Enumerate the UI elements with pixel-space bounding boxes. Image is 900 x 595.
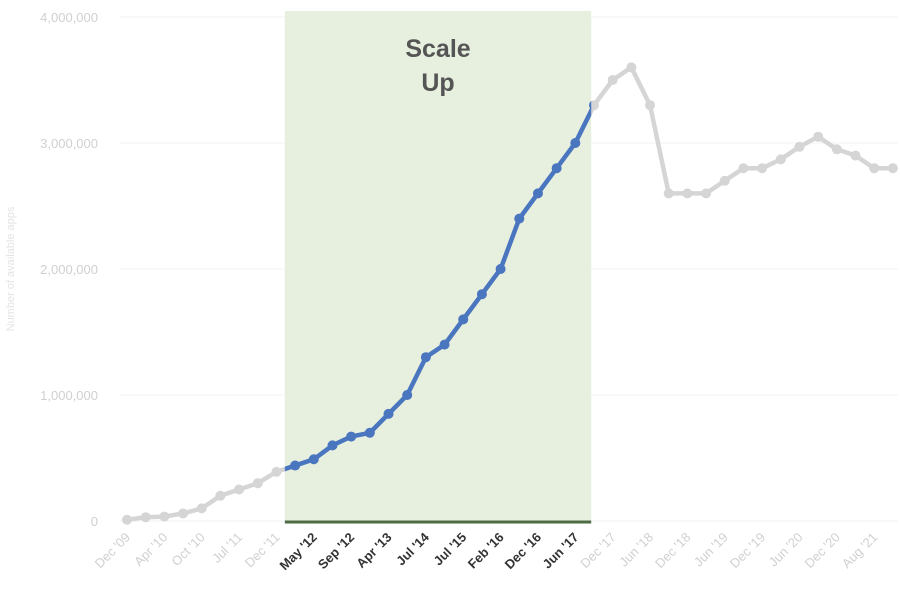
point bbox=[570, 138, 581, 148]
x-tick-label: Dec '11 bbox=[242, 530, 283, 571]
point bbox=[252, 478, 263, 489]
point bbox=[439, 339, 450, 350]
point bbox=[719, 175, 730, 186]
point bbox=[701, 188, 712, 199]
point bbox=[458, 314, 469, 325]
point bbox=[850, 150, 861, 161]
x-tick-label: Jul '14 bbox=[393, 529, 432, 568]
x-tick-label: Dec '19 bbox=[727, 530, 768, 571]
x-tick-label: Dec '09 bbox=[92, 530, 133, 571]
x-tick-label: May '12 bbox=[276, 530, 319, 573]
point bbox=[645, 100, 656, 111]
point bbox=[682, 188, 693, 199]
line bbox=[284, 105, 592, 472]
point bbox=[122, 514, 132, 525]
point bbox=[327, 440, 338, 451]
highlight-label: Scale bbox=[405, 35, 470, 63]
x-tick-label: Dec '18 bbox=[652, 530, 693, 571]
highlight-label: Up bbox=[421, 69, 454, 97]
x-tick-label: Dec '16 bbox=[502, 530, 544, 572]
x-tick-label: Sep '12 bbox=[315, 530, 357, 572]
point bbox=[476, 289, 487, 300]
y-tick-label: 2,000,000 bbox=[40, 262, 98, 277]
x-tick-label: Oct '10 bbox=[168, 530, 207, 569]
x-tick-label: Dec '20 bbox=[801, 530, 842, 571]
point bbox=[532, 188, 543, 199]
point bbox=[159, 511, 170, 522]
point bbox=[495, 264, 506, 274]
point bbox=[178, 508, 189, 519]
point bbox=[589, 100, 599, 111]
x-tick-label: Jun '18 bbox=[616, 530, 656, 570]
point bbox=[757, 163, 768, 174]
y-tick-label: 0 bbox=[91, 514, 98, 529]
point bbox=[663, 188, 674, 199]
point bbox=[775, 154, 786, 165]
point bbox=[402, 390, 413, 400]
point bbox=[831, 144, 842, 155]
y-tick-label: 3,000,000 bbox=[40, 136, 98, 151]
point bbox=[887, 163, 898, 174]
y-tick-label: 1,000,000 bbox=[40, 388, 98, 403]
y-axis-label: Number of available apps bbox=[5, 206, 17, 331]
point bbox=[626, 62, 637, 73]
y-tick-label: 4,000,000 bbox=[40, 10, 98, 25]
point bbox=[420, 352, 431, 363]
point bbox=[738, 163, 749, 174]
point bbox=[551, 163, 562, 174]
point bbox=[346, 431, 357, 442]
point bbox=[813, 131, 824, 142]
point bbox=[290, 460, 301, 471]
x-tick-label: Jun '20 bbox=[766, 530, 806, 570]
x-tick-label: Jun '19 bbox=[691, 530, 731, 570]
point bbox=[271, 466, 282, 477]
point bbox=[140, 512, 151, 523]
point bbox=[514, 213, 525, 224]
point bbox=[589, 101, 592, 110]
point bbox=[308, 454, 319, 465]
x-tick-label: Jun '17 bbox=[540, 530, 582, 572]
point bbox=[383, 408, 394, 419]
highlight-series bbox=[284, 101, 592, 472]
point bbox=[869, 163, 880, 174]
point bbox=[215, 490, 226, 501]
x-tick-label: Jul '15 bbox=[431, 530, 470, 569]
point bbox=[794, 141, 805, 152]
x-tick-label: Apr '10 bbox=[131, 530, 170, 569]
point bbox=[234, 484, 245, 495]
point bbox=[607, 75, 618, 85]
point bbox=[364, 427, 375, 438]
x-tick-label: Jul '11 bbox=[209, 530, 245, 566]
x-tick-label: Dec '17 bbox=[577, 530, 618, 571]
x-tick-label: Apr '13 bbox=[353, 530, 394, 571]
x-tick-label: Feb '16 bbox=[465, 530, 507, 572]
point bbox=[196, 503, 207, 514]
highlight-band bbox=[284, 11, 592, 521]
x-tick-label: Aug '21 bbox=[839, 530, 880, 571]
